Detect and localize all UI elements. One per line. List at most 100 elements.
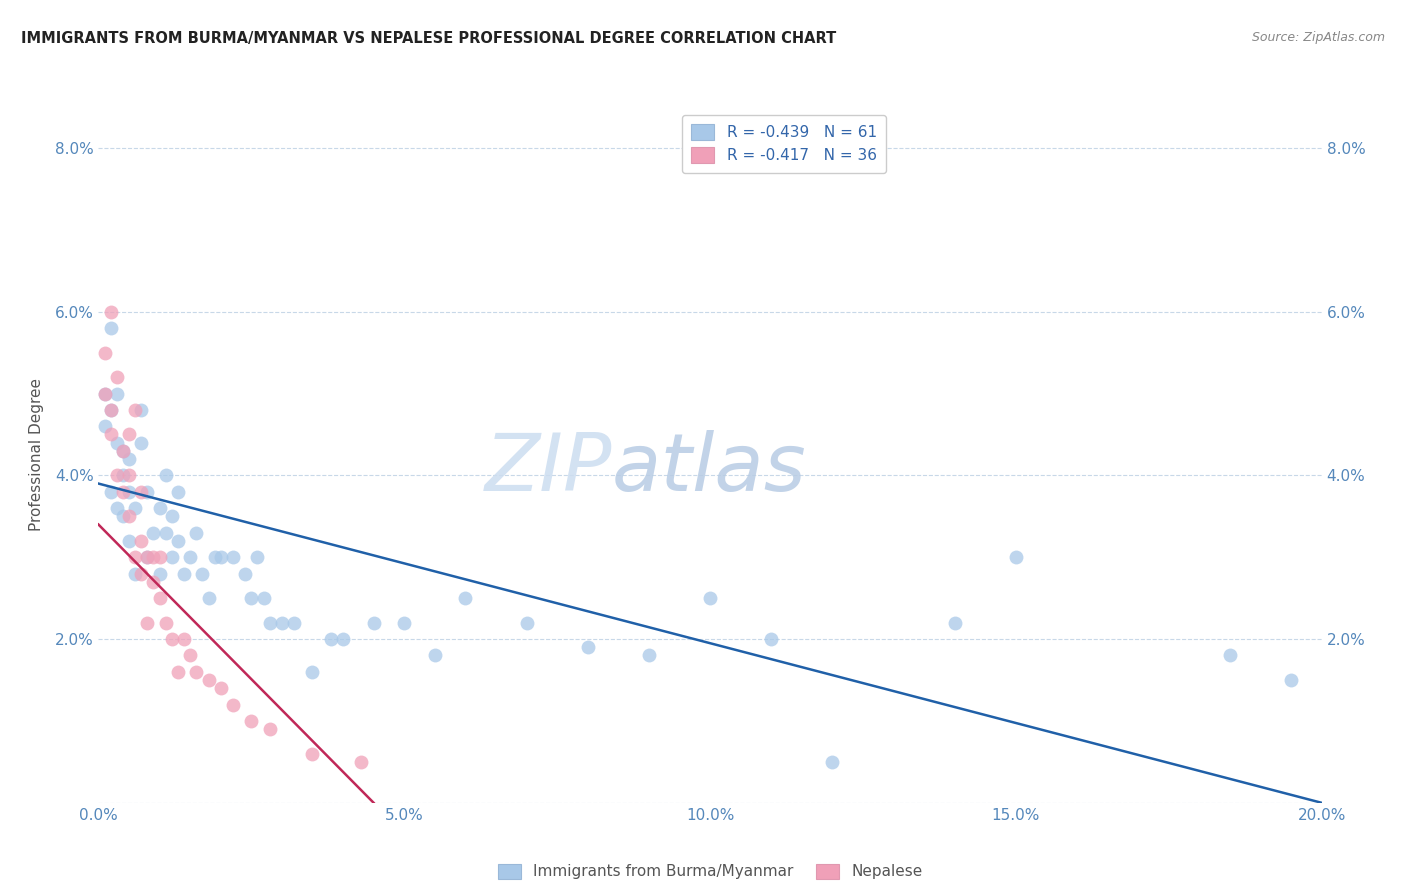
Point xyxy=(136,484,159,499)
Point xyxy=(167,665,190,679)
Point xyxy=(332,632,354,646)
Point xyxy=(136,550,159,565)
Point xyxy=(100,427,122,442)
Point xyxy=(93,345,115,359)
Point xyxy=(197,591,219,606)
Point xyxy=(167,533,190,548)
Point xyxy=(209,681,232,696)
Point xyxy=(392,615,416,630)
Point xyxy=(301,747,323,761)
Point xyxy=(821,755,844,769)
Point xyxy=(259,722,281,736)
Point xyxy=(142,525,165,540)
Point xyxy=(149,550,172,565)
Point xyxy=(350,755,373,769)
Point xyxy=(93,386,115,401)
Point xyxy=(149,566,172,581)
Point xyxy=(363,615,385,630)
Point xyxy=(118,427,141,442)
Point xyxy=(259,615,281,630)
Point xyxy=(516,615,538,630)
Point xyxy=(124,403,146,417)
Point xyxy=(179,550,201,565)
Point xyxy=(149,501,172,516)
Point xyxy=(160,550,183,565)
Point xyxy=(699,591,721,606)
Point xyxy=(111,468,134,483)
Point xyxy=(943,615,966,630)
Point xyxy=(423,648,446,663)
Point xyxy=(209,550,232,565)
Text: IMMIGRANTS FROM BURMA/MYANMAR VS NEPALESE PROFESSIONAL DEGREE CORRELATION CHART: IMMIGRANTS FROM BURMA/MYANMAR VS NEPALES… xyxy=(21,31,837,46)
Point xyxy=(222,698,245,712)
Point xyxy=(136,550,159,565)
Point xyxy=(233,566,256,581)
Point xyxy=(186,665,208,679)
Point xyxy=(105,501,128,516)
Point xyxy=(204,550,226,565)
Point xyxy=(167,484,190,499)
Point xyxy=(252,591,274,606)
Point xyxy=(637,648,661,663)
Point xyxy=(93,419,115,434)
Point xyxy=(454,591,477,606)
Point xyxy=(270,615,292,630)
Point xyxy=(100,403,122,417)
Point xyxy=(100,304,122,318)
Point xyxy=(301,665,323,679)
Point xyxy=(191,566,214,581)
Point xyxy=(111,443,134,458)
Point xyxy=(105,370,128,384)
Point xyxy=(93,386,115,401)
Point xyxy=(129,533,152,548)
Point xyxy=(246,550,269,565)
Text: Source: ZipAtlas.com: Source: ZipAtlas.com xyxy=(1251,31,1385,45)
Y-axis label: Professional Degree: Professional Degree xyxy=(28,378,44,532)
Point xyxy=(155,525,177,540)
Point xyxy=(124,501,146,516)
Point xyxy=(118,509,141,524)
Point xyxy=(173,632,195,646)
Point xyxy=(142,550,165,565)
Point xyxy=(160,632,183,646)
Point xyxy=(129,484,152,499)
Point xyxy=(100,403,122,417)
Point xyxy=(118,468,141,483)
Point xyxy=(186,525,208,540)
Point xyxy=(149,591,172,606)
Point xyxy=(759,632,782,646)
Point xyxy=(179,648,201,663)
Point xyxy=(129,403,152,417)
Point xyxy=(136,615,159,630)
Point xyxy=(319,632,342,646)
Point xyxy=(111,509,134,524)
Point xyxy=(222,550,245,565)
Point xyxy=(576,640,599,655)
Point xyxy=(1279,673,1302,687)
Point xyxy=(124,566,146,581)
Text: atlas: atlas xyxy=(612,430,807,508)
Point xyxy=(100,321,122,335)
Point xyxy=(155,615,177,630)
Point xyxy=(111,484,134,499)
Point xyxy=(173,566,195,581)
Point xyxy=(240,591,263,606)
Point xyxy=(1219,648,1241,663)
Point xyxy=(129,566,152,581)
Legend: Immigrants from Burma/Myanmar, Nepalese: Immigrants from Burma/Myanmar, Nepalese xyxy=(492,857,928,886)
Point xyxy=(111,443,134,458)
Point xyxy=(155,468,177,483)
Point xyxy=(118,484,141,499)
Point xyxy=(124,550,146,565)
Point xyxy=(197,673,219,687)
Point xyxy=(105,386,128,401)
Point xyxy=(283,615,305,630)
Point xyxy=(105,435,128,450)
Point xyxy=(160,509,183,524)
Point xyxy=(118,533,141,548)
Point xyxy=(129,435,152,450)
Point xyxy=(240,714,263,728)
Point xyxy=(100,484,122,499)
Point xyxy=(142,574,165,589)
Text: ZIP: ZIP xyxy=(485,430,612,508)
